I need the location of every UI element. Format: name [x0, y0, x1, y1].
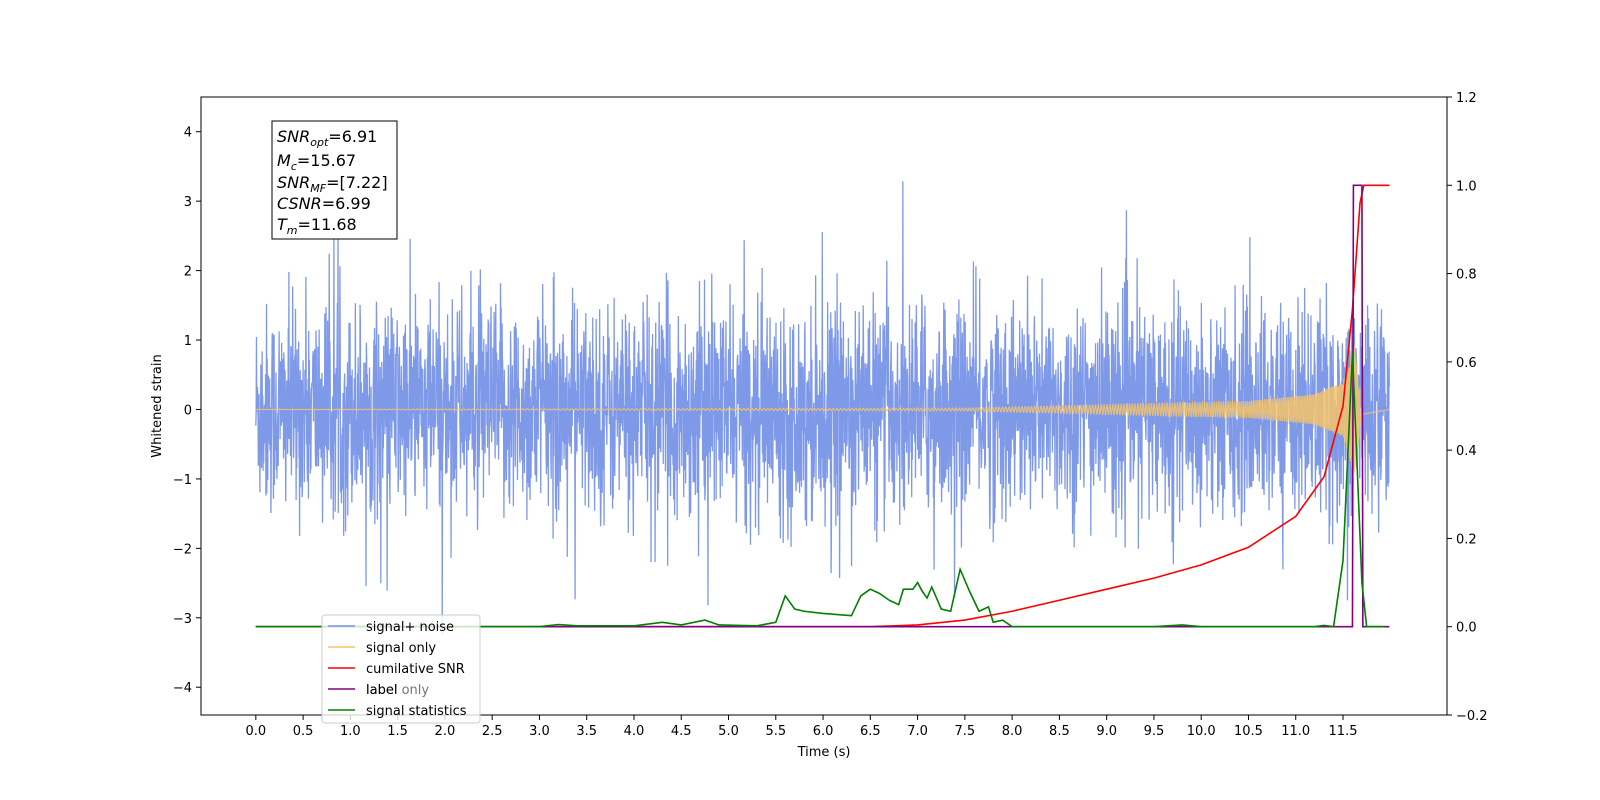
- y-left-tick-label: 1: [184, 334, 192, 349]
- legend-label-signal-only: signal only: [366, 641, 436, 656]
- x-tick-label: 4.5: [671, 724, 692, 739]
- info-tm: Tm=11.68: [277, 215, 357, 237]
- x-tick-label: 1.0: [340, 724, 361, 739]
- x-tick-label: 2.5: [482, 724, 503, 739]
- info-box: SNRopt=6.91 Mc=15.67 SNRMF=[7.22] CSNR=6…: [271, 120, 398, 240]
- series-cumulative-snr: [255, 184, 1390, 628]
- x-tick-label: 3.0: [529, 724, 550, 739]
- x-tick-label: 8.0: [1002, 724, 1023, 739]
- series-layer: [255, 181, 1390, 634]
- x-tick-label: 6.0: [813, 724, 834, 739]
- x-tick-label: 1.5: [387, 724, 408, 739]
- y-right-tick-label: 0.8: [1456, 268, 1477, 283]
- x-tick-label: 10.0: [1187, 724, 1216, 739]
- info-csnr: CSNR=6.99: [277, 194, 371, 213]
- legend-frame: [321, 614, 481, 724]
- x-tick-label: 7.0: [907, 724, 928, 739]
- x-tick-label: 5.0: [718, 724, 739, 739]
- legend: signal+ noise signal only cumilative SNR…: [321, 614, 481, 724]
- y-left-tick-label: 3: [184, 195, 192, 210]
- series-signal-only: [255, 345, 1390, 473]
- y-left-tick-label: 2: [184, 265, 192, 280]
- y-axis-label: Whitened strain: [150, 354, 165, 457]
- y-right-tick-label: 0.0: [1456, 621, 1477, 636]
- y-left-tick-label: 4: [184, 126, 192, 141]
- x-tick-label: 0.0: [245, 724, 266, 739]
- y-right-tick-label: −0.2: [1456, 709, 1488, 724]
- x-tick-label: 2.0: [435, 724, 456, 739]
- x-tick-label: 10.5: [1234, 724, 1263, 739]
- y-left-tick-label: 0: [184, 403, 192, 418]
- y-left-tick-label: −4: [173, 681, 192, 696]
- info-box-frame: [271, 120, 398, 240]
- x-tick-label: 9.0: [1096, 724, 1117, 739]
- y-right-tick-label: 1.0: [1456, 179, 1477, 194]
- x-axis: 0.0 0.5 1.0 1.5 2.0 2.5 3.0 3.5 4.0 4.5 5.0 5.5 6.0 6…: [245, 715, 1357, 739]
- info-snr-mf: SNRMF=[7.22]: [277, 173, 388, 195]
- x-tick-label: 9.5: [1144, 724, 1165, 739]
- series-signal-noise: [255, 181, 1390, 634]
- legend-label-signal-noise: signal+ noise: [366, 620, 454, 635]
- x-tick-label: 0.5: [293, 724, 314, 739]
- legend-label-cumulative-snr: cumilative SNR: [366, 662, 465, 677]
- info-mc: Mc=15.67: [277, 151, 356, 173]
- x-tick-label: 3.5: [576, 724, 597, 739]
- y-axis-left: −4 −3 −2 −1 0 1 2 3 4: [173, 126, 201, 696]
- legend-label-label-only-ghost: label only: [366, 683, 429, 698]
- plot-frame: [200, 96, 1448, 716]
- x-tick-label: 8.5: [1049, 724, 1070, 739]
- y-right-tick-label: 1.2: [1456, 91, 1477, 106]
- y-axis-right: −0.2 0.0 0.2 0.4 0.6 0.8 1.0 1.2: [1447, 91, 1488, 724]
- series-signal-statistics: [255, 352, 1385, 628]
- info-snr-opt: SNRopt=6.91: [277, 127, 377, 149]
- x-tick-label: 7.5: [955, 724, 976, 739]
- y-right-tick-label: 0.4: [1456, 444, 1477, 459]
- x-axis-label: Time (s): [797, 745, 851, 760]
- x-tick-label: 6.5: [860, 724, 881, 739]
- y-left-tick-label: −3: [173, 612, 192, 627]
- x-tick-label: 4.0: [624, 724, 645, 739]
- legend-label-signal-statistics: signal statistics: [366, 704, 467, 719]
- x-tick-label: 11.0: [1281, 724, 1310, 739]
- y-right-tick-label: 0.6: [1456, 356, 1477, 371]
- y-left-tick-label: −2: [173, 542, 192, 557]
- y-left-tick-label: −1: [173, 473, 192, 488]
- x-tick-label: 11.5: [1329, 724, 1358, 739]
- x-tick-label: 5.5: [765, 724, 786, 739]
- legend-label-label: label: [366, 683, 397, 698]
- y-right-tick-label: 0.2: [1456, 532, 1477, 547]
